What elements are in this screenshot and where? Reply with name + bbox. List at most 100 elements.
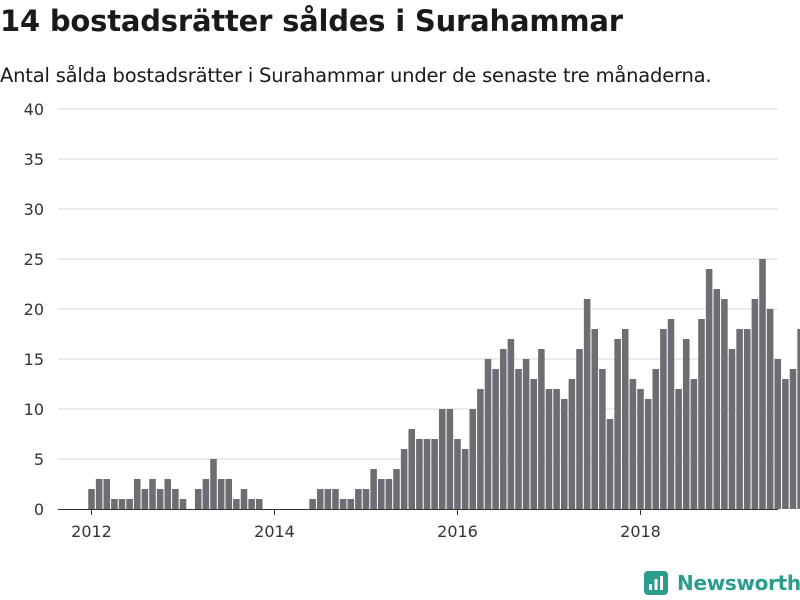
bar	[316, 489, 324, 509]
bar	[690, 379, 698, 509]
bar	[705, 269, 713, 509]
bar	[255, 499, 263, 509]
bar	[782, 379, 789, 509]
bar	[446, 409, 454, 509]
bar	[377, 479, 385, 509]
bar	[629, 379, 637, 509]
bar	[766, 309, 774, 509]
bar	[141, 489, 149, 509]
x-tick-label: 2016	[437, 522, 478, 541]
x-axis-ticks: 20122014201620182020202220242026	[71, 509, 661, 541]
bar	[103, 479, 111, 509]
bar	[210, 459, 217, 509]
bar	[492, 369, 499, 509]
bar	[637, 389, 644, 509]
bar	[774, 359, 782, 509]
bar	[202, 479, 210, 509]
bar	[111, 499, 118, 509]
bars	[88, 259, 800, 509]
y-tick-label: 35	[24, 150, 44, 169]
bar	[179, 499, 187, 509]
bar	[530, 379, 538, 509]
bar	[438, 409, 446, 509]
bar	[675, 389, 682, 509]
bar	[393, 469, 400, 509]
bar	[408, 429, 416, 509]
newsworthy-logo: Newsworthy	[644, 571, 800, 595]
bar	[370, 469, 377, 509]
bar	[751, 299, 759, 509]
bar	[660, 329, 667, 509]
bar	[240, 489, 248, 509]
y-tick-label: 5	[34, 450, 44, 469]
bar	[385, 479, 393, 509]
bar	[362, 489, 370, 509]
bar	[797, 329, 800, 509]
bar	[156, 489, 164, 509]
bar	[728, 349, 736, 509]
bar	[454, 439, 461, 509]
bar	[682, 339, 690, 509]
bar	[599, 369, 606, 509]
y-tick-label: 30	[24, 200, 44, 219]
y-tick-label: 25	[24, 250, 44, 269]
y-tick-label: 10	[24, 400, 44, 419]
y-tick-label: 15	[24, 350, 44, 369]
bar	[545, 389, 553, 509]
bar	[538, 349, 545, 509]
bar	[652, 369, 660, 509]
bar	[461, 449, 469, 509]
bar	[225, 479, 233, 509]
bar	[499, 349, 507, 509]
bar	[621, 329, 629, 509]
y-tick-label: 40	[24, 100, 44, 119]
bar	[606, 419, 614, 509]
y-tick-label: 20	[24, 300, 44, 319]
bar	[469, 409, 477, 509]
bar	[355, 489, 362, 509]
bar	[759, 259, 766, 509]
bar	[339, 499, 347, 509]
x-tick-label: 2018	[620, 522, 661, 541]
bar	[347, 499, 355, 509]
bar	[522, 359, 530, 509]
bar	[591, 329, 599, 509]
bar	[721, 299, 728, 509]
bar	[118, 499, 126, 509]
bar	[743, 329, 751, 509]
bar	[400, 449, 408, 509]
bar	[644, 399, 652, 509]
bar	[667, 319, 675, 509]
bar	[172, 489, 179, 509]
bar	[583, 299, 591, 509]
bar	[133, 479, 141, 509]
bar	[713, 289, 721, 509]
bar	[416, 439, 423, 509]
bar	[309, 499, 316, 509]
bar	[568, 379, 576, 509]
bar	[324, 489, 332, 509]
bar	[149, 479, 156, 509]
bar	[789, 369, 797, 509]
y-tick-label: 0	[34, 500, 44, 519]
bar	[233, 499, 240, 509]
bar	[126, 499, 133, 509]
x-tick-label: 2014	[254, 522, 295, 541]
bar	[515, 369, 522, 509]
bar	[614, 339, 621, 509]
bar	[332, 489, 339, 509]
bar	[553, 389, 560, 509]
bar	[507, 339, 515, 509]
x-tick-label: 2012	[71, 522, 112, 541]
bar	[431, 439, 438, 509]
bar	[164, 479, 172, 509]
bar	[248, 499, 255, 509]
y-axis-ticks: 0 5 10 15 20 25 30 35 40	[24, 100, 44, 519]
chart-title: 14 bostadsrätter såldes i Surahammar	[0, 4, 623, 38]
bar	[484, 359, 492, 509]
bar	[194, 489, 202, 509]
bar	[698, 319, 705, 509]
bar	[736, 329, 743, 509]
brand-name: Newsworthy	[677, 571, 800, 595]
